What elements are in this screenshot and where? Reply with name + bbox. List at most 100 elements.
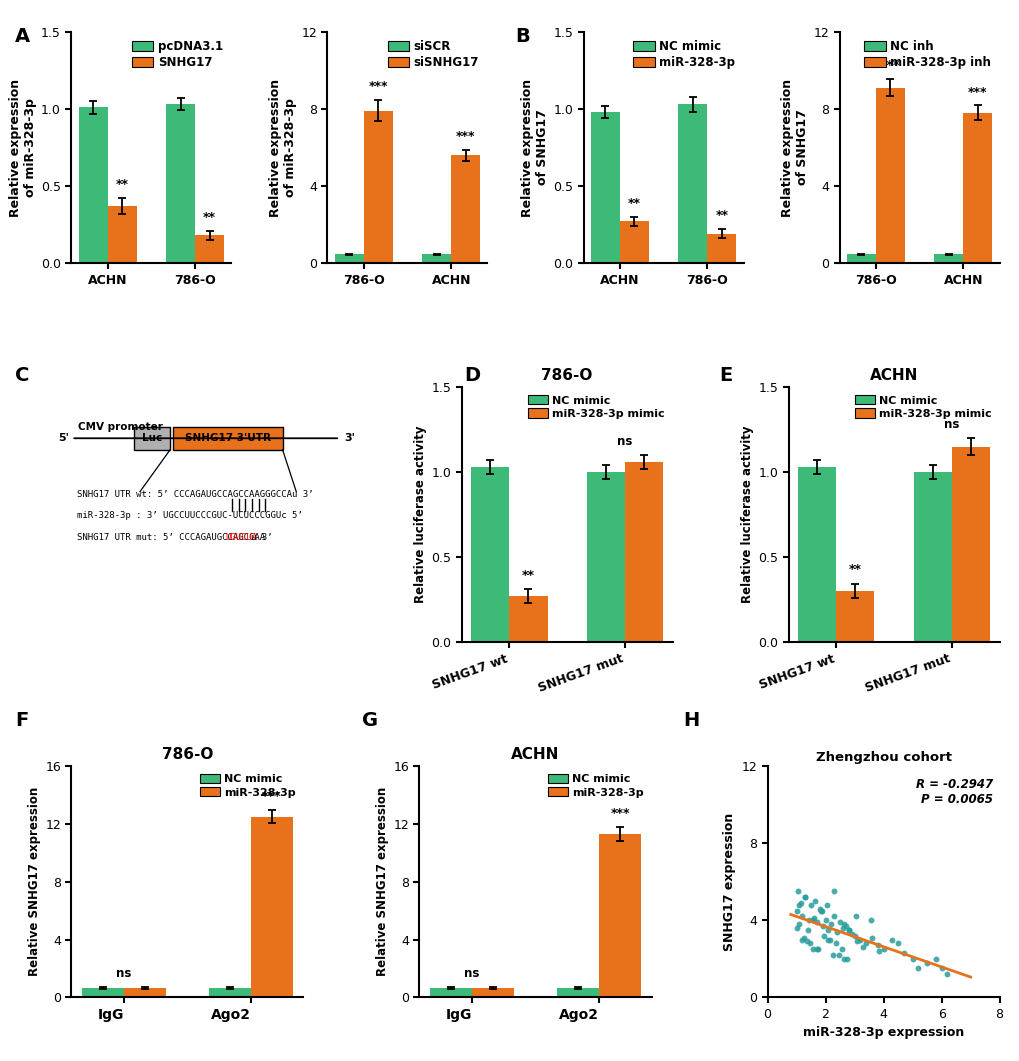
Y-axis label: Relative expression
of miR-328-3p: Relative expression of miR-328-3p	[9, 79, 37, 216]
Point	[801, 935, 817, 952]
Point	[823, 946, 840, 963]
Point	[792, 894, 808, 911]
Point	[837, 918, 853, 935]
Point	[813, 902, 829, 919]
Y-axis label: Relative expression
of SNHG17: Relative expression of SNHG17	[781, 79, 808, 216]
Y-axis label: Relative expression
of miR-328-3p: Relative expression of miR-328-3p	[269, 79, 297, 216]
Point	[821, 932, 838, 949]
Text: SNHG17 UTR wt: 5’ CCCAGAUGCCAGCCAAGGGCCAu 3’: SNHG17 UTR wt: 5’ CCCAGAUGCCAGCCAAGGGCCA…	[76, 490, 313, 499]
Point	[811, 900, 827, 917]
Text: Luc: Luc	[142, 433, 162, 443]
Point	[798, 933, 814, 950]
Bar	[471, 467, 508, 642]
Text: **: **	[115, 178, 128, 191]
Bar	[251, 817, 292, 997]
Text: ns: ns	[944, 418, 959, 431]
Text: D: D	[464, 366, 480, 385]
Bar	[195, 236, 224, 263]
Text: ***: ***	[967, 86, 986, 99]
Point	[806, 892, 822, 909]
Bar	[586, 472, 625, 642]
Point	[846, 927, 862, 944]
Y-axis label: Relative expression
of SNHG17: Relative expression of SNHG17	[521, 79, 548, 216]
Point	[869, 937, 886, 954]
Point	[825, 908, 842, 925]
Bar	[625, 462, 662, 642]
Point	[895, 944, 911, 961]
Bar	[951, 447, 989, 642]
Point	[840, 921, 856, 938]
Text: ns: ns	[464, 968, 479, 980]
Text: ***: ***	[879, 59, 899, 72]
Point	[828, 923, 845, 940]
Bar	[472, 988, 514, 997]
Bar	[422, 255, 450, 263]
Point	[814, 918, 830, 935]
Point	[843, 925, 859, 942]
Point	[857, 935, 873, 952]
Point	[874, 941, 891, 958]
Bar	[933, 255, 963, 263]
Text: SNHG17 3'UTR: SNHG17 3'UTR	[184, 433, 270, 443]
Bar	[836, 591, 873, 642]
Point	[796, 889, 812, 906]
Text: CMV promoter: CMV promoter	[78, 422, 163, 432]
Point	[861, 911, 877, 928]
Bar	[706, 233, 736, 263]
Title: 786-O: 786-O	[541, 368, 592, 383]
Point	[926, 951, 943, 968]
Point	[847, 908, 863, 925]
Point	[819, 921, 836, 938]
Bar	[78, 107, 107, 263]
Point	[851, 932, 867, 949]
Point	[832, 914, 848, 930]
Point	[815, 927, 832, 944]
Y-axis label: Relative SNHG17 expression: Relative SNHG17 expression	[376, 787, 389, 976]
Text: u 3’: u 3’	[251, 533, 272, 542]
Legend: NC mimic, miR-328-3p: NC mimic, miR-328-3p	[198, 771, 298, 800]
Legend: NC inh, miR-328-3p inh: NC inh, miR-328-3p inh	[861, 38, 993, 71]
Text: 5': 5'	[58, 433, 68, 443]
Point	[854, 939, 870, 956]
Text: ***: ***	[368, 81, 387, 93]
Text: ***: ***	[262, 790, 281, 803]
Point	[788, 902, 804, 919]
Bar	[166, 104, 195, 263]
Text: **: **	[627, 197, 640, 210]
Point	[789, 920, 805, 937]
Point	[824, 883, 841, 900]
Point	[839, 951, 855, 968]
Title: Zhengzhou cohort: Zhengzhou cohort	[815, 750, 951, 764]
Point	[904, 951, 920, 968]
Point	[789, 883, 805, 900]
Legend: NC mimic, miR-328-3p: NC mimic, miR-328-3p	[545, 771, 645, 800]
Text: ***: ***	[609, 806, 629, 820]
Text: ns: ns	[616, 435, 632, 448]
Text: **: **	[203, 211, 216, 224]
Point	[794, 908, 810, 925]
Point	[818, 897, 835, 914]
Y-axis label: Relative SNHG17 expression: Relative SNHG17 expression	[29, 787, 41, 976]
X-axis label: miR-328-3p expression: miR-328-3p expression	[802, 1026, 963, 1040]
Text: **: **	[714, 209, 728, 222]
Text: ns: ns	[116, 968, 131, 980]
Bar	[798, 467, 836, 642]
Title: ACHN: ACHN	[869, 368, 917, 383]
Point	[804, 911, 820, 928]
Point	[849, 933, 865, 950]
Bar	[107, 206, 137, 263]
Point	[841, 921, 857, 938]
Text: 3': 3'	[344, 433, 355, 443]
Bar	[556, 988, 598, 997]
Text: A: A	[15, 27, 31, 46]
Point	[863, 929, 879, 946]
Bar	[364, 110, 392, 263]
Bar	[430, 988, 472, 997]
Legend: NC mimic, miR-328-3p mimic: NC mimic, miR-328-3p mimic	[525, 393, 666, 421]
Point	[809, 941, 825, 958]
Legend: NC mimic, miR-328-3p mimic: NC mimic, miR-328-3p mimic	[852, 393, 994, 421]
Text: miR-328-3p : 3’ UGCCUUCCCGUC-UCUCCCGGUc 5’: miR-328-3p : 3’ UGCCUUCCCGUC-UCUCCCGGUc …	[76, 511, 303, 520]
Bar	[678, 104, 706, 263]
Bar	[598, 834, 640, 997]
Point	[834, 920, 850, 937]
